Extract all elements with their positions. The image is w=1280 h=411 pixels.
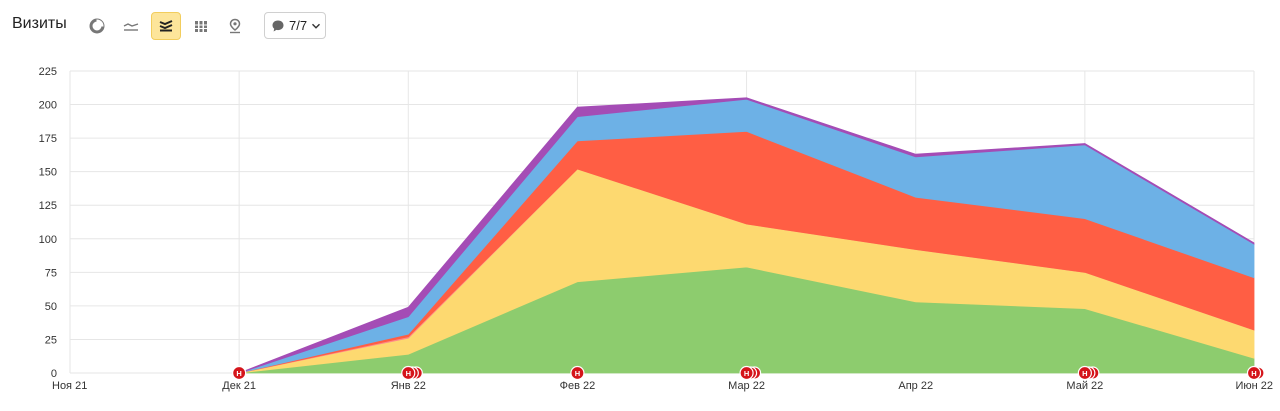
annotation-marker[interactable]: Н — [739, 365, 762, 381]
annotation-circle — [1246, 365, 1262, 381]
annotation-marker[interactable]: Н — [570, 365, 585, 381]
annotation-label: Н — [406, 369, 411, 378]
x-tick-label: Май 22 — [1066, 380, 1103, 392]
x-tick-label: Апр 22 — [898, 380, 933, 392]
x-axis: Ноя 21 Дек 21 Янв 22 Фев 22 Мар 22 Апр 22 Май … — [52, 380, 1273, 392]
annotation-label: Н — [236, 369, 241, 378]
y-tick-label: 25 — [45, 334, 57, 346]
series-selector-label: 7/7 — [289, 18, 308, 33]
line-chart-button[interactable] — [116, 12, 146, 40]
x-tick-label: Дек 21 — [222, 380, 256, 392]
annotation-marker[interactable]: Н — [401, 365, 423, 381]
y-tick-label: 0 — [51, 368, 57, 380]
series-selector[interactable]: 7/7 — [264, 12, 326, 39]
y-tick-label: 75 — [45, 267, 57, 279]
y-tick-label: 200 — [39, 100, 57, 112]
pie-chart-icon — [89, 18, 105, 34]
x-tick-label: Мар 22 — [728, 380, 765, 392]
annotation-circle — [739, 365, 754, 381]
stacked-area-icon — [159, 20, 173, 32]
annotation-circle — [232, 365, 247, 381]
annotation-label: Н — [1251, 369, 1256, 378]
annotation-label: Н — [744, 369, 749, 378]
annotation-circle — [401, 365, 416, 381]
annotation-circle — [570, 365, 585, 381]
chevron-down-icon — [312, 23, 321, 29]
x-tick-label: Янв 22 — [391, 380, 426, 392]
annotation-marker[interactable]: Н — [232, 365, 247, 381]
areas — [238, 97, 1255, 374]
y-tick-label: 125 — [39, 200, 57, 212]
map-icon — [229, 18, 241, 34]
annotation-marker[interactable]: Н — [1077, 365, 1100, 381]
area-series-6 — [238, 97, 1255, 374]
map-button[interactable] — [220, 12, 250, 40]
x-tick-label: Фев 22 — [560, 380, 596, 392]
stacked-bar-icon — [195, 21, 207, 32]
chart-toolbar: Визиты — [0, 0, 1280, 52]
stacked-bar-button[interactable] — [186, 12, 216, 40]
y-tick-label: 50 — [45, 301, 57, 313]
y-tick-label: 225 — [39, 66, 57, 78]
annotation-circle — [1077, 365, 1092, 381]
x-tick-label: Июн 22 — [1235, 380, 1273, 392]
y-tick-label: 175 — [39, 133, 57, 145]
y-axis: 0 25 50 75 100 125 150 175 200 225 — [39, 66, 57, 380]
annotation-marker[interactable]: Н — [1246, 365, 1265, 381]
comment-icon — [272, 20, 284, 31]
y-tick-label: 100 — [39, 234, 57, 246]
annotation-label: Н — [575, 369, 580, 378]
pie-chart-button[interactable] — [82, 12, 112, 40]
line-chart-icon — [123, 23, 139, 31]
x-tick-label: Ноя 21 — [52, 380, 87, 392]
annotation-label: Н — [1082, 369, 1087, 378]
y-tick-label: 150 — [39, 167, 57, 179]
stacked-area-button[interactable] — [151, 12, 181, 40]
chart-title: Визиты — [12, 15, 67, 32]
